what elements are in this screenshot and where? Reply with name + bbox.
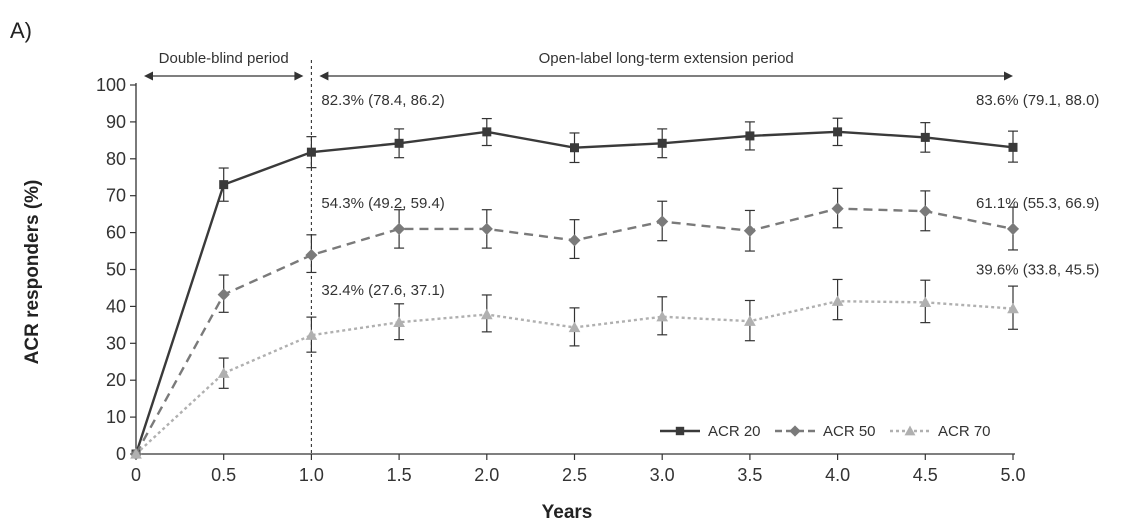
- period-label: Open-label long-term extension period: [539, 50, 794, 67]
- y-tick-label: 80: [106, 149, 126, 169]
- x-tick-label: 4.5: [913, 465, 938, 485]
- data-point-acr70: [1007, 302, 1019, 314]
- period-annotations: Double-blind period Open-label long-term …: [144, 50, 1013, 81]
- value-annotation: 39.6% (33.8, 45.5): [976, 262, 1099, 279]
- data-point-acr50: [305, 249, 318, 262]
- x-tick-label: 1.0: [299, 465, 324, 485]
- data-point-acr70: [831, 295, 844, 306]
- data-point-acr20: [833, 127, 843, 137]
- data-point-acr50: [743, 224, 756, 237]
- x-tick-label: 3.5: [737, 465, 762, 485]
- data-series: [129, 117, 1020, 461]
- value-annotations: 82.3% (78.4, 86.2) 83.6% (79.1, 88.0) 54.3…: [321, 92, 1099, 299]
- y-tick-label: 50: [106, 260, 126, 280]
- data-point-acr70: [217, 367, 230, 378]
- y-tick-label: 70: [106, 186, 126, 206]
- data-point-acr50: [393, 222, 406, 235]
- data-point-acr20: [219, 180, 229, 190]
- data-point-acr20: [657, 138, 667, 148]
- data-point-acr70: [744, 315, 756, 326]
- y-tick-label: 20: [106, 370, 126, 390]
- data-point-acr20: [920, 132, 930, 142]
- x-tick-label: 3.0: [650, 465, 675, 485]
- x-tick-label: 1.5: [387, 465, 412, 485]
- double-blind-arrow-arrowhead-right: [294, 71, 304, 81]
- data-point-acr50: [1006, 222, 1020, 235]
- data-point-acr50: [480, 222, 493, 235]
- legend-item-acr50: ACR 50: [775, 423, 876, 440]
- y-axis-title: ACR responders (%): [22, 180, 43, 365]
- series-acr70: [130, 278, 1019, 459]
- legend-marker-acr20: [675, 426, 685, 436]
- data-point-acr70: [393, 316, 405, 327]
- y-tick-label: 10: [106, 407, 126, 427]
- legend-label-acr70: ACR 70: [938, 423, 991, 440]
- data-point-acr20: [1008, 142, 1018, 152]
- data-point-acr70: [130, 448, 142, 459]
- y-tick-label: 30: [106, 333, 126, 353]
- period-label: Double-blind period: [159, 50, 289, 67]
- panel-label: A): [10, 18, 32, 43]
- y-tick-label: 40: [106, 296, 126, 316]
- x-tick-label: 5.0: [1000, 465, 1025, 485]
- x-tick-label: 0: [131, 465, 141, 485]
- double-blind-arrow-arrowhead-left: [144, 71, 153, 81]
- series-acr20: [131, 117, 1018, 459]
- series-line-acr20: [134, 130, 1014, 455]
- data-point-acr50: [217, 288, 230, 301]
- legend-marker-acr50: [789, 425, 801, 437]
- legend-marker-acr70: [904, 425, 916, 436]
- legend-item-acr20: ACR 20: [660, 423, 761, 440]
- data-point-acr20: [394, 138, 404, 148]
- x-tick-label: 2.0: [474, 465, 499, 485]
- data-point-acr20: [306, 147, 316, 157]
- y-tick-label: 0: [116, 444, 126, 464]
- x-tick-label: 0.5: [211, 465, 236, 485]
- data-point-acr70: [568, 321, 581, 333]
- legend-label-acr20: ACR 20: [708, 423, 761, 440]
- data-point-acr70: [919, 296, 932, 308]
- data-point-acr50: [656, 215, 669, 228]
- axes: 0 10 20 30 40 50 60 70 80 90 100 0 0.5 1.0 1.5 2.0 2.5 3.…: [96, 75, 1026, 485]
- legend-item-acr70: ACR 70: [890, 423, 991, 440]
- data-point-acr20: [745, 131, 755, 141]
- legend: ACR 20 ACR 50 ACR 70: [660, 423, 991, 440]
- data-point-acr70: [656, 310, 669, 322]
- y-tick-label: 60: [106, 223, 126, 243]
- data-point-acr20: [570, 143, 579, 153]
- x-tick-label: 4.0: [825, 465, 850, 485]
- data-point-acr50: [568, 234, 581, 247]
- y-tick-label: 100: [96, 75, 126, 95]
- value-annotation: 82.3% (78.4, 86.2): [321, 92, 444, 109]
- value-annotation: 32.4% (27.6, 37.1): [321, 282, 444, 299]
- open-label-arrow-arrowhead-right: [1004, 71, 1013, 81]
- value-annotation: 83.6% (79.1, 88.0): [976, 92, 1099, 109]
- legend-label-acr50: ACR 50: [823, 423, 876, 440]
- data-point-acr70: [480, 308, 493, 320]
- value-annotation: 54.3% (49.2, 59.4): [321, 195, 444, 212]
- value-annotation: 61.1% (55.3, 66.9): [976, 195, 1099, 212]
- data-point-acr70: [305, 329, 318, 340]
- x-tick-label: 2.5: [562, 465, 587, 485]
- data-point-acr50: [831, 202, 844, 215]
- x-axis-title: Years: [542, 502, 593, 523]
- y-tick-label: 90: [106, 112, 126, 132]
- data-point-acr50: [919, 205, 932, 218]
- open-label-arrow-arrowhead-left: [319, 71, 329, 81]
- data-point-acr20: [482, 127, 492, 137]
